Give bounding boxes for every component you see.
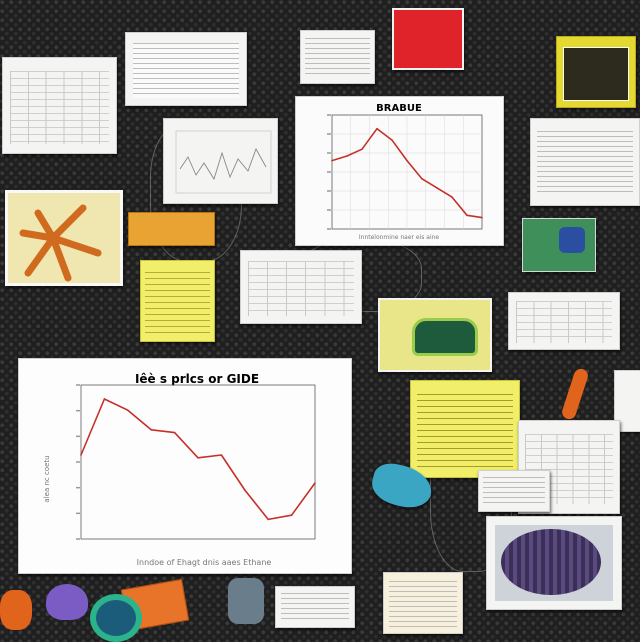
data-point [376, 127, 378, 130]
data-point [127, 409, 129, 411]
orange-figurine [0, 590, 32, 630]
data-point [150, 429, 152, 431]
data-point [290, 514, 293, 516]
purple-figurine [46, 584, 88, 620]
large-line-chart: Iêè s prlcs or GIDE Inndoe of Ehagt dnis… [43, 372, 316, 567]
illustration-graphic [19, 204, 102, 282]
document-card [530, 118, 640, 206]
orange-marker [560, 367, 590, 421]
data-point [481, 216, 483, 219]
data-point [103, 398, 106, 400]
image-card [486, 516, 622, 610]
document-card [300, 30, 375, 84]
photo-card [5, 190, 123, 286]
teal-ring [90, 594, 142, 642]
small-chart-title: BRABUE [376, 103, 422, 114]
data-point [267, 518, 269, 521]
large-chart-xlabel: Inndoe of Ehagt dnis aaes Ethane [137, 558, 272, 567]
small-line-chart: BRABUE Inntelonmine naer eis aine [327, 103, 483, 241]
screen-thumbnail [522, 218, 596, 272]
data-point [391, 139, 393, 141]
red-note [392, 8, 464, 70]
data-point [80, 454, 82, 456]
document-card [2, 57, 117, 154]
yellow-document [140, 260, 215, 342]
data-point [406, 159, 408, 162]
small-chart-card: BRABUE Inntelonmine naer eis aine [295, 96, 504, 246]
data-point [361, 148, 363, 150]
data-point [331, 159, 333, 162]
series-line [80, 398, 316, 521]
data-point [346, 155, 348, 157]
document-card [383, 572, 463, 634]
plot-frame [80, 384, 316, 540]
document-card [240, 250, 362, 324]
data-point [244, 489, 246, 491]
thumbnail-chart-graphic [175, 130, 272, 194]
data-point [173, 431, 176, 434]
screen-thumbnail [556, 36, 636, 108]
document-card [125, 32, 247, 106]
large-chart-title: Iêè s prlcs or GIDE [135, 372, 259, 386]
data-point [314, 482, 316, 484]
robot-figurine [228, 578, 264, 624]
document-card [508, 292, 620, 350]
small-chart-xlabel: Inntelonmine naer eis aine [359, 234, 440, 241]
orange-note [128, 212, 215, 246]
data-point [466, 214, 468, 217]
document-card [518, 420, 620, 514]
large-chart-card: Iêè s prlcs or GIDE Inndoe of Ehagt dnis… [18, 358, 352, 574]
large-chart-ylabel: alea nc coetu [43, 455, 51, 502]
data-point [421, 178, 423, 180]
line-chart-thumbnail [163, 118, 278, 204]
screen-thumbnail [378, 298, 492, 372]
data-point [451, 196, 453, 198]
document-card [275, 586, 355, 628]
data-point [220, 454, 223, 456]
yellow-document [410, 380, 520, 478]
data-point [197, 457, 199, 459]
document-card [478, 470, 550, 512]
data-point [436, 187, 438, 189]
